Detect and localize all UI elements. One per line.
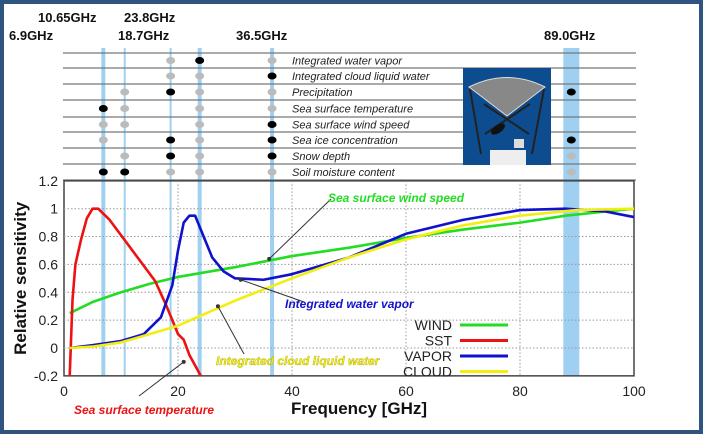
primary-channel-dot — [166, 136, 176, 144]
annotation-arrow — [217, 305, 245, 355]
annotation-label: Integrated water vapor — [285, 297, 415, 311]
x-tick-label: 100 — [622, 383, 646, 399]
series-line-sst — [68, 207, 202, 377]
primary-channel-dot — [166, 88, 176, 96]
secondary-channel-dot — [195, 136, 205, 144]
legend-label: WIND — [415, 317, 452, 333]
secondary-channel-dot — [267, 168, 277, 176]
secondary-channel-dot — [120, 152, 130, 160]
legend-label: SST — [425, 333, 453, 349]
secondary-channel-dot — [166, 72, 176, 80]
secondary-channel-dot — [267, 105, 277, 112]
channel-label: 18.7GHz — [118, 28, 170, 43]
annotation-arrowhead — [215, 304, 220, 309]
annotation-arrow — [138, 361, 185, 397]
primary-channel-dot — [166, 152, 176, 160]
channel-label: 89.0GHz — [544, 28, 596, 43]
secondary-channel-dot — [98, 121, 108, 128]
secondary-channel-dot — [195, 152, 205, 160]
y-tick-label: 0 — [50, 340, 58, 356]
primary-channel-dot — [267, 121, 277, 128]
secondary-channel-dot — [195, 121, 205, 128]
parameter-label: Soil moisture content — [292, 167, 396, 179]
series-line-vapor — [69, 207, 635, 350]
primary-channel-dot — [98, 105, 108, 112]
channel-band-line — [169, 48, 172, 376]
figure-panel: 6.9GHz 10.65GHz 18.7GHz 23.8GHz 36.5GHz 89.0G… — [4, 4, 699, 430]
y-tick-label: 0.2 — [39, 312, 59, 328]
secondary-channel-dot — [166, 57, 176, 64]
secondary-channel-dot — [566, 168, 576, 176]
annotation-arrow — [240, 279, 305, 303]
secondary-channel-dot — [267, 88, 277, 96]
plot-frame — [63, 180, 635, 377]
annotation-label: Integrated cloud liquid water — [216, 354, 381, 368]
x-tick-label: 80 — [512, 383, 528, 399]
channel-band-line — [123, 48, 126, 376]
parameter-label: Precipitation — [292, 87, 353, 99]
secondary-channel-dot — [566, 152, 576, 160]
feed-horn — [491, 123, 505, 135]
x-tick-label: 0 — [60, 383, 68, 399]
antenna-dish — [468, 77, 546, 117]
satellite-antenna-image — [463, 68, 551, 165]
secondary-channel-dot — [195, 105, 205, 112]
legend-label: CLOUD — [403, 364, 452, 380]
parameter-label: Sea ice concentration — [292, 135, 398, 147]
secondary-channel-dot — [120, 88, 130, 96]
primary-channel-dot — [267, 72, 277, 80]
y-tick-label: 0.6 — [39, 256, 59, 272]
secondary-channel-dot — [195, 72, 205, 80]
parameter-label: Snow depth — [292, 151, 350, 163]
primary-channel-dot — [566, 88, 576, 96]
y-tick-label: -0.2 — [34, 368, 58, 384]
primary-channel-dot — [267, 136, 277, 144]
secondary-channel-dot — [120, 105, 130, 112]
series-line-cloud — [69, 207, 635, 350]
instrument-body — [490, 150, 526, 165]
y-tick-label: 0.4 — [39, 284, 59, 300]
legend-label: VAPOR — [404, 348, 452, 364]
x-tick-label: 40 — [284, 383, 300, 399]
secondary-channel-dot — [267, 57, 277, 64]
secondary-channel-dot — [120, 121, 130, 128]
sensitivity-figure: 6.9GHz 10.65GHz 18.7GHz 23.8GHz 36.5GHz 89.0G… — [9, 10, 646, 418]
secondary-channel-dot — [166, 168, 176, 176]
parameter-label: Sea surface temperature — [292, 104, 413, 116]
channel-label: 6.9GHz — [9, 28, 54, 43]
primary-channel-dot — [120, 168, 130, 176]
channel-label: 36.5GHz — [236, 28, 288, 43]
y-tick-label: 1 — [50, 201, 58, 217]
secondary-channel-dot — [195, 168, 205, 176]
parameter-label: Integrated cloud liquid water — [292, 71, 431, 83]
channel-label: 10.65GHz — [38, 10, 97, 25]
annotation-arrowhead — [181, 359, 186, 364]
channel-label: 23.8GHz — [124, 10, 176, 25]
y-axis-label: Relative sensitivity — [11, 201, 30, 355]
instrument-box — [514, 139, 524, 148]
annotation-label: Sea surface temperature — [74, 403, 214, 417]
primary-channel-dot — [267, 152, 277, 160]
x-axis-label: Frequency [GHz] — [291, 399, 427, 418]
primary-channel-dot — [195, 57, 205, 64]
y-tick-label: 0.8 — [39, 229, 59, 245]
channel-band-line — [270, 48, 275, 376]
antenna-struts — [469, 88, 545, 155]
annotation-arrowhead — [267, 256, 272, 261]
x-tick-label: 20 — [170, 383, 186, 399]
primary-channel-dot — [566, 136, 576, 144]
secondary-channel-dot — [195, 88, 205, 96]
annotation-arrow — [268, 198, 332, 260]
y-tick-label: 1.2 — [39, 173, 59, 189]
series-line-wind — [69, 207, 635, 315]
secondary-channel-dot — [98, 136, 108, 144]
parameter-label: Sea surface wind speed — [292, 120, 410, 132]
x-tick-label: 60 — [398, 383, 414, 399]
primary-channel-dot — [98, 168, 108, 176]
parameter-label: Integrated water vapor — [292, 56, 403, 68]
annotation-arrowhead — [238, 277, 243, 282]
annotation-label: Sea surface wind speed — [328, 191, 465, 205]
channel-band-line — [197, 48, 202, 376]
